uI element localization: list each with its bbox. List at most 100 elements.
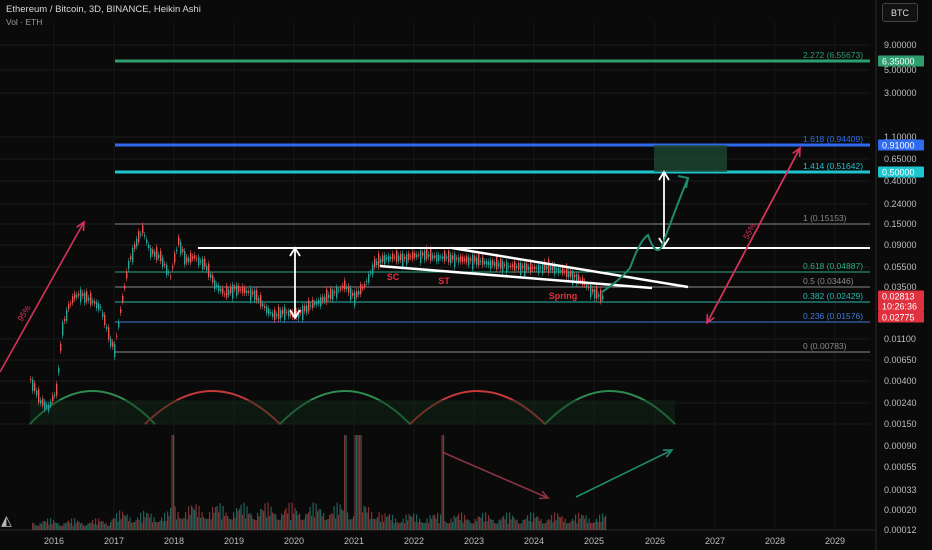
volume-bar xyxy=(156,522,158,530)
volume-bar xyxy=(389,514,391,530)
candle xyxy=(90,293,92,305)
candle xyxy=(56,383,58,396)
volume-bar xyxy=(300,519,302,530)
candle xyxy=(116,335,118,337)
candle xyxy=(464,258,466,262)
candle xyxy=(328,294,330,299)
candle xyxy=(300,310,302,313)
candle xyxy=(112,342,114,347)
candle xyxy=(210,274,212,278)
candle xyxy=(184,250,186,265)
volume-bar xyxy=(593,522,595,530)
candle xyxy=(528,266,530,271)
volume-bar xyxy=(404,523,406,530)
volume-bar xyxy=(600,521,602,530)
currency-button[interactable]: BTC xyxy=(882,3,918,22)
volume-bar xyxy=(188,506,190,530)
volume-bar xyxy=(570,520,572,530)
volume-bar xyxy=(539,521,541,530)
volume-bar xyxy=(242,514,244,530)
volume-bar xyxy=(281,513,283,530)
volume-bar xyxy=(360,435,362,530)
volume-bar xyxy=(203,516,205,530)
x-tick-label: 2029 xyxy=(825,536,845,546)
candle xyxy=(502,261,504,272)
volume-bar xyxy=(372,518,374,530)
volume-bar xyxy=(119,510,121,530)
volume-bar xyxy=(477,516,479,530)
volume-bar xyxy=(480,517,482,530)
candle xyxy=(302,305,304,320)
candle xyxy=(40,400,42,404)
volume-bar xyxy=(452,522,454,530)
tradingview-logo-icon[interactable]: ◭ xyxy=(1,512,12,528)
volume-bar xyxy=(197,517,199,530)
candle xyxy=(402,253,404,268)
candle xyxy=(416,254,418,258)
price-badge-label: 0.02813 xyxy=(882,292,915,302)
volume-bar xyxy=(590,522,592,530)
candle xyxy=(408,253,410,260)
candle xyxy=(338,289,340,291)
volume-bar xyxy=(377,516,379,530)
volume-bar xyxy=(174,506,176,530)
volume-bar xyxy=(485,512,487,530)
candle xyxy=(336,287,338,298)
candle xyxy=(474,256,476,262)
candle xyxy=(240,289,242,291)
volume-bar xyxy=(272,512,274,530)
candle xyxy=(36,390,38,396)
fib-label: 1 (0.15153) xyxy=(803,213,847,223)
candle xyxy=(220,288,222,292)
volume-bar xyxy=(273,513,275,530)
candle xyxy=(44,401,46,410)
volume-bar xyxy=(449,523,451,530)
candle xyxy=(578,275,580,282)
volume-bar xyxy=(195,504,197,530)
candle xyxy=(146,239,148,243)
volume-tick-label: 0.00055 xyxy=(884,462,917,472)
volume-bar xyxy=(368,507,370,530)
volume-bar xyxy=(176,519,178,530)
candle xyxy=(366,281,368,283)
candle xyxy=(140,233,142,235)
candle xyxy=(318,300,320,304)
candle xyxy=(494,262,496,267)
volume-bar xyxy=(218,512,220,530)
volume-bar xyxy=(51,523,53,530)
candle xyxy=(498,263,500,267)
volume-bar xyxy=(488,515,490,530)
candle xyxy=(362,286,364,289)
x-tick-label: 2020 xyxy=(284,536,304,546)
volume-bar xyxy=(581,514,583,530)
volume-bar xyxy=(291,502,293,530)
candle xyxy=(288,311,290,317)
volume-tick-label: 0.00020 xyxy=(884,505,917,515)
candle xyxy=(38,389,40,403)
price-tick-label: 0.65000 xyxy=(884,154,917,164)
volume-bar xyxy=(434,514,436,530)
volume-bar xyxy=(215,507,217,530)
candle xyxy=(80,289,82,302)
volume-bar xyxy=(185,511,187,530)
candle xyxy=(124,285,126,289)
volume-bar xyxy=(41,524,43,530)
chart-title: Ethereum / Bitcoin, 3D, BINANCE, Heikin … xyxy=(6,4,201,15)
volume-bar xyxy=(563,521,565,530)
candle xyxy=(360,284,362,295)
candle xyxy=(282,309,284,314)
candle xyxy=(460,256,462,262)
candle xyxy=(400,253,402,261)
candle xyxy=(256,290,258,301)
candle xyxy=(374,258,376,268)
candle xyxy=(554,265,556,275)
x-tick-label: 2017 xyxy=(104,536,124,546)
candle xyxy=(182,249,184,253)
candle xyxy=(492,260,494,266)
volume-bar xyxy=(107,525,109,530)
volume-bar xyxy=(584,518,586,530)
volume-bar xyxy=(522,519,524,530)
cycle-band xyxy=(30,400,675,424)
volume-bar xyxy=(125,516,127,530)
